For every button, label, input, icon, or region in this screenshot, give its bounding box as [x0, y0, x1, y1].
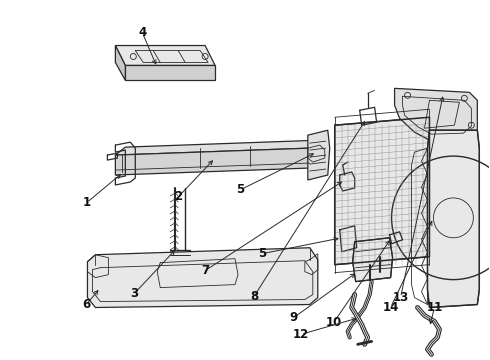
Text: 6: 6 [82, 298, 91, 311]
Text: 7: 7 [201, 264, 209, 277]
Polygon shape [115, 148, 310, 175]
Polygon shape [353, 238, 392, 282]
Polygon shape [87, 248, 318, 307]
Polygon shape [308, 130, 330, 180]
Text: 8: 8 [250, 290, 258, 303]
Text: 5: 5 [258, 247, 266, 260]
Text: 12: 12 [293, 328, 309, 341]
Polygon shape [335, 117, 429, 265]
Polygon shape [394, 88, 477, 140]
Text: 10: 10 [326, 316, 342, 329]
Text: 4: 4 [138, 26, 147, 39]
Text: 11: 11 [426, 301, 442, 314]
Polygon shape [115, 140, 320, 155]
Text: 9: 9 [290, 311, 298, 324]
Polygon shape [115, 45, 215, 66]
Text: 2: 2 [174, 190, 182, 203]
Polygon shape [125, 66, 215, 80]
Text: 1: 1 [82, 197, 91, 210]
Text: 3: 3 [130, 287, 138, 300]
Polygon shape [427, 130, 479, 307]
Polygon shape [115, 45, 125, 80]
Text: 5: 5 [236, 184, 244, 197]
Text: 13: 13 [392, 291, 409, 304]
Text: 14: 14 [382, 301, 399, 314]
